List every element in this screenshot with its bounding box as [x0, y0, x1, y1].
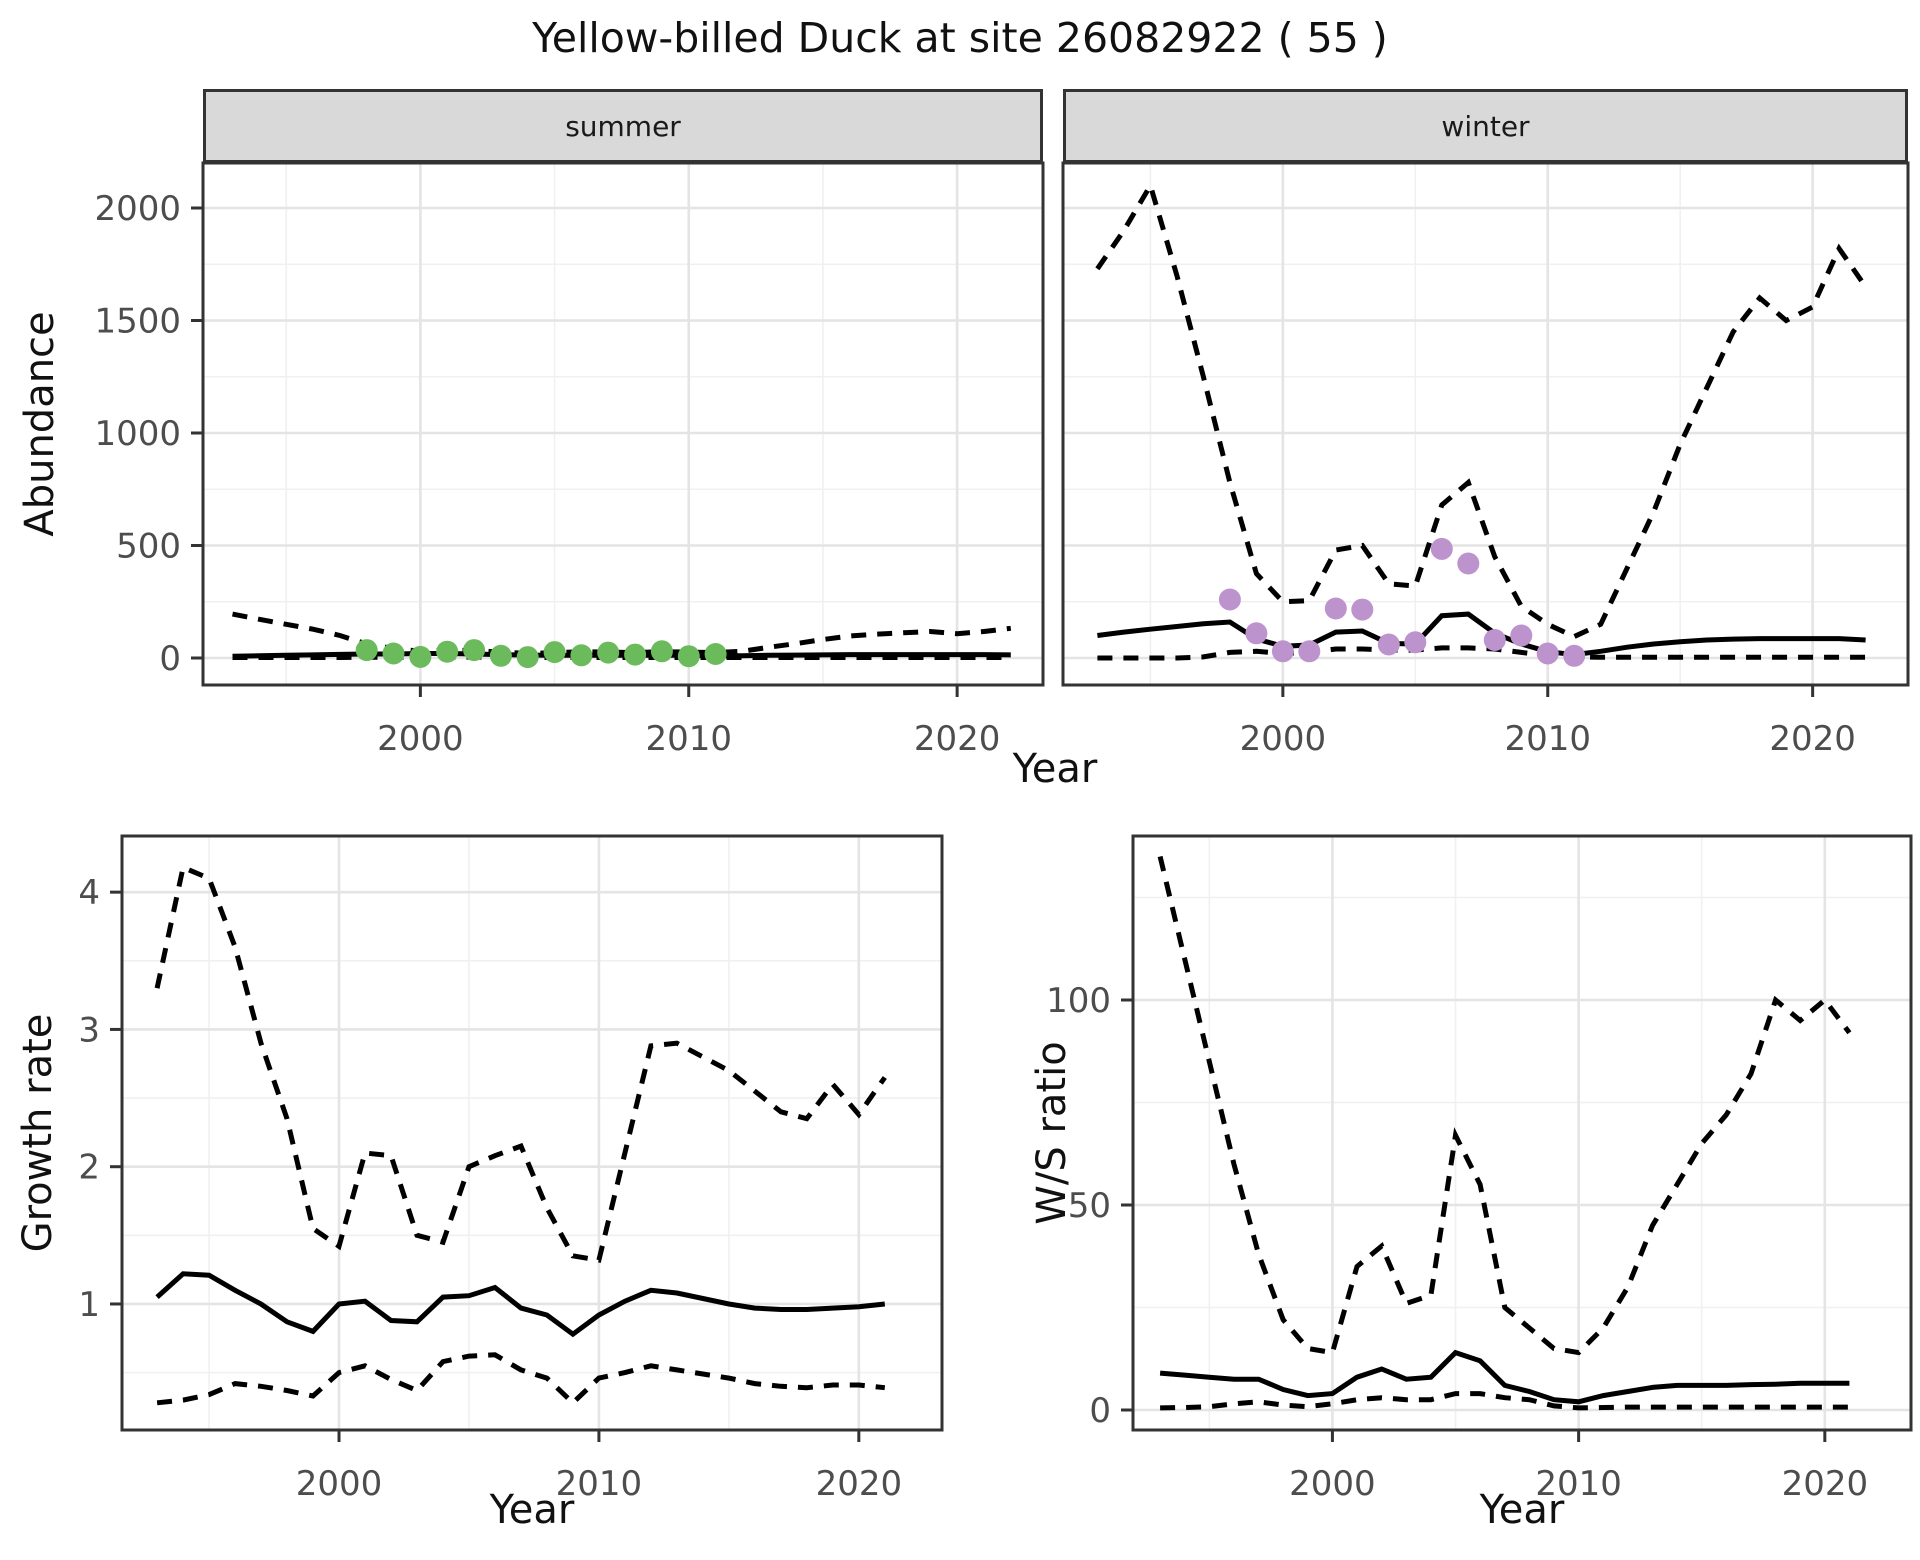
facet-strip-winter: winter	[1063, 89, 1908, 163]
abundance-winter-observation-point	[1457, 552, 1480, 575]
ws-ratio-lower-ci-line	[1160, 1391, 1850, 1411]
y-tick-label: 500	[116, 527, 181, 567]
y-tick-label: 0	[1089, 1391, 1111, 1431]
y-tick-label: 1000	[94, 414, 181, 454]
y-tick-label: 2000	[94, 189, 181, 229]
abundance-winter-observation-point	[1271, 640, 1294, 663]
x-axis-title-year-ws: Year	[1479, 1487, 1565, 1533]
x-tick-label: 2000	[377, 719, 464, 759]
ws-ratio-mean-line	[1159, 1349, 1850, 1405]
abundance-summer-border	[201, 161, 1045, 687]
y-tick-label: 50	[1068, 1186, 1111, 1226]
x-axis-title-year-growth: Year	[489, 1487, 575, 1533]
x-tick-label: 2010	[556, 1464, 643, 1504]
x-tick-label: 2020	[816, 1464, 903, 1504]
y-tick-label: 0	[159, 639, 181, 679]
y-tick-label: 1500	[94, 302, 181, 342]
x-tick-label: 2000	[1289, 1464, 1376, 1504]
abundance-summer-observation-point	[516, 646, 539, 669]
abundance-summer-observation-point	[677, 645, 700, 668]
abundance-summer-observation-point	[355, 639, 378, 662]
facet-strip-winter-label: winter	[1441, 109, 1530, 143]
abundance-summer-observation-point	[597, 641, 620, 664]
abundance-summer-observation-point	[624, 643, 647, 666]
ws-ratio-upper-ci-line	[1157, 855, 1852, 1356]
abundance-winter-observation-point	[1404, 631, 1427, 654]
abundance-summer-observation-point	[489, 644, 512, 667]
growth-rate-lower-ci-line	[156, 1352, 886, 1407]
abundance-summer-upper-ci-line	[232, 611, 1012, 657]
x-tick-label: 2010	[1535, 1464, 1622, 1504]
abundance-winter-border	[1061, 161, 1910, 687]
abundance-summer-mean-line	[232, 651, 1011, 659]
plot-title: Yellow-billed Duck at site 26082922 ( 55…	[532, 14, 1388, 62]
abundance-summer-observation-point	[543, 641, 566, 664]
abundance-winter-upper-ci-line	[1095, 179, 1868, 640]
abundance-summer-observation-point	[650, 640, 673, 663]
abundance-winter-observation-point	[1430, 537, 1453, 560]
abundance-winter-observation-point	[1298, 640, 1321, 663]
y-axis-title-ws-ratio: W/S ratio	[1029, 1041, 1075, 1225]
facet-strip-summer-label: summer	[565, 109, 681, 143]
y-axis-title-abundance: Abundance	[17, 311, 63, 537]
abundance-summer-observation-point	[463, 639, 486, 662]
growth-rate-upper-ci-line	[154, 863, 887, 1263]
y-axis-title-growth-rate: Growth rate	[15, 1013, 61, 1253]
x-tick-label: 2020	[914, 719, 1001, 759]
abundance-winter-mean-line	[1097, 611, 1866, 658]
abundance-summer-observation-point	[436, 640, 459, 663]
growth-rate-mean-line	[155, 1271, 886, 1338]
y-tick-label: 1	[78, 1285, 100, 1325]
panel-growth-rate: 2000 2010 2020 1 2 3 4	[78, 834, 944, 1504]
abundance-winter-observation-point	[1510, 624, 1533, 647]
x-tick-label: 2020	[1782, 1464, 1869, 1504]
x-tick-label: 2010	[1504, 719, 1591, 759]
y-tick-label: 2	[78, 1148, 100, 1188]
panel-ws-ratio: 2000 2010 2020 0 50 100	[1046, 834, 1913, 1504]
abundance-winter-observation-point	[1536, 642, 1559, 665]
abundance-winter-observation-point	[1245, 622, 1268, 645]
y-tick-label: 4	[78, 873, 100, 913]
abundance-winter-observation-point	[1218, 588, 1241, 611]
x-tick-label: 2020	[1769, 719, 1856, 759]
panel-abundance-winter: 2000 2010 2020	[1061, 161, 1910, 759]
y-tick-label: 3	[78, 1010, 100, 1050]
abundance-summer-observation-point	[704, 643, 727, 665]
facet-strip-summer: summer	[203, 89, 1043, 163]
abundance-summer-observation-point	[570, 644, 593, 667]
panel-abundance-summer: 2000 2010 2020 0 500 1000 1500 2000	[94, 161, 1045, 759]
abundance-summer-observation-point	[409, 645, 432, 668]
growth-rate-border	[120, 834, 944, 1432]
abundance-winter-observation-point	[1563, 644, 1586, 667]
abundance-winter-observation-point	[1483, 629, 1506, 651]
x-tick-label: 2000	[296, 1464, 383, 1504]
abundance-winter-observation-point	[1324, 597, 1347, 620]
x-axis-title-year-top: Year	[1012, 746, 1098, 792]
y-tick-label: 100	[1046, 981, 1111, 1021]
x-tick-label: 2010	[645, 719, 732, 759]
ws-ratio-border	[1131, 834, 1913, 1432]
abundance-winter-lower-ci-line	[1097, 645, 1866, 661]
abundance-winter-observation-point	[1377, 633, 1400, 656]
abundance-winter-observation-point	[1351, 598, 1374, 621]
x-tick-label: 2000	[1240, 719, 1327, 759]
abundance-summer-observation-point	[382, 642, 405, 665]
